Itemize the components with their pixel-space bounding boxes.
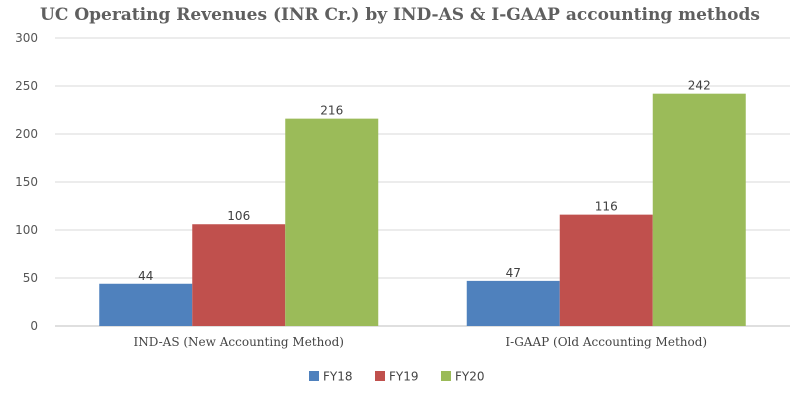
y-tick-label: 150 <box>15 175 38 189</box>
y-tick-label: 250 <box>15 79 38 93</box>
data-label: 47 <box>506 266 521 280</box>
x-category-label: IND-AS (New Accounting Method) <box>134 335 344 349</box>
x-axis-categories: IND-AS (New Accounting Method) I-GAAP (Ol… <box>134 335 708 349</box>
legend-swatch-fy19 <box>375 371 385 381</box>
bar-fy19 <box>192 224 286 326</box>
y-tick-label: 50 <box>23 271 38 285</box>
legend-label: FY18 <box>323 370 353 384</box>
x-category-label: I-GAAP (Old Accounting Method) <box>505 335 707 349</box>
data-label: 216 <box>320 104 343 118</box>
data-label: 44 <box>138 269 153 283</box>
gridlines <box>55 37 790 327</box>
legend-label: FY20 <box>455 370 485 384</box>
data-label: 116 <box>595 200 618 214</box>
bar-fy18 <box>99 283 193 326</box>
bar-fy18 <box>466 280 560 326</box>
legend-swatch-fy18 <box>309 371 319 381</box>
legend-swatch-fy20 <box>441 371 451 381</box>
bar-fy20 <box>652 93 746 327</box>
bar-fy19 <box>559 214 653 326</box>
y-tick-label: 300 <box>15 31 38 45</box>
y-tick-label: 0 <box>30 319 38 333</box>
data-label: 242 <box>688 79 711 93</box>
y-tick-label: 100 <box>15 223 38 237</box>
legend-label: FY19 <box>389 370 419 384</box>
y-tick-label: 200 <box>15 127 38 141</box>
bar-fy20 <box>285 118 379 326</box>
legend: FY18 FY19 FY20 <box>309 370 485 384</box>
data-labels: 44 106 216 47 116 242 <box>138 79 711 283</box>
chart-title: UC Operating Revenues (INR Cr.) by IND-A… <box>40 5 760 25</box>
y-axis-ticks: 0 50 100 150 200 250 300 <box>15 31 38 333</box>
data-label: 106 <box>227 209 250 223</box>
bars <box>99 93 746 327</box>
